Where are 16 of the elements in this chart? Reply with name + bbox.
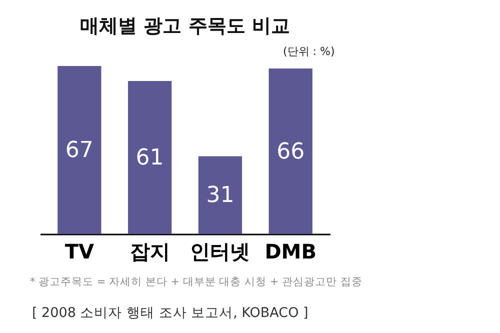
- x-tick-label: TV: [64, 240, 94, 264]
- bar: [128, 81, 172, 234]
- text: * 광고주목도 = 자세히 본다 + 대부분 대충 시청 + 관심광고만 집중: [30, 275, 362, 289]
- bar: [58, 66, 102, 234]
- data-label: 67: [65, 138, 94, 163]
- data-label: 31: [206, 183, 234, 208]
- data-label: 66: [276, 139, 305, 164]
- x-tick-label: 잡지: [130, 240, 170, 264]
- x-tick-label: 인터넷: [190, 240, 250, 264]
- x-tick-label: DMB: [264, 240, 316, 264]
- bar: [268, 68, 312, 234]
- text: (단위 : %): [283, 44, 335, 59]
- chart-title: 매체별 광고 주목도 비교: [80, 15, 290, 37]
- data-label: 61: [136, 146, 164, 171]
- bar: [198, 156, 242, 234]
- text: [ 2008 소비자 행태 조사 보고서, KOBACO ]: [32, 304, 308, 322]
